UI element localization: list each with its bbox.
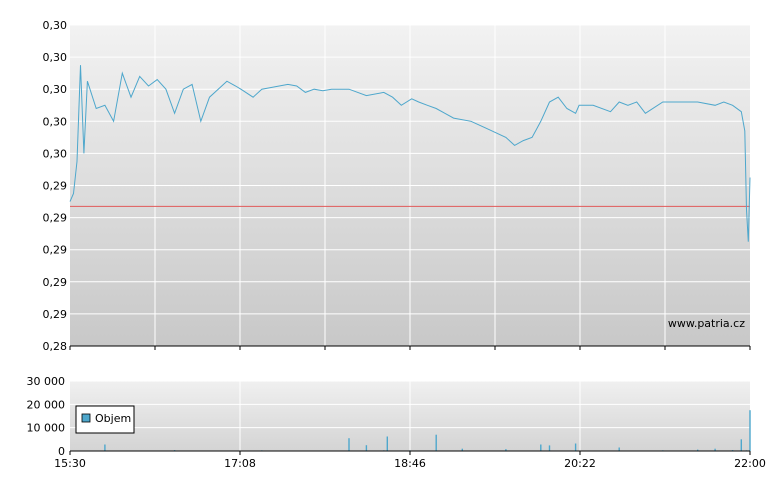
price-y-axis: 0,28 0,29 0,29 0,29 0,29 0,29 0,30 0,30 0,30 0,30… xyxy=(43,19,68,353)
x-tick-label: 17:08 xyxy=(224,457,256,470)
volume-y-tick-label: 30 000 xyxy=(27,375,66,388)
volume-chart: 0 10 000 20 000 30 000 15:30 17:08 18:46 20:22… xyxy=(27,375,766,470)
legend-swatch-objem xyxy=(81,413,91,423)
volume-y-tick-label: 20 000 xyxy=(27,398,66,411)
legend-label-objem: Objem xyxy=(95,412,131,425)
volume-bar xyxy=(618,447,620,451)
volume-bar xyxy=(540,444,542,451)
price-y-tick-label: 0,30 xyxy=(43,147,68,160)
price-y-tick-label: 0,29 xyxy=(43,212,68,225)
volume-y-tick-label: 10 000 xyxy=(27,422,66,435)
volume-y-tick-label: 0 xyxy=(58,445,65,458)
volume-bar xyxy=(749,410,751,451)
price-y-tick-label: 0,30 xyxy=(43,51,68,64)
price-y-tick-label: 0,29 xyxy=(43,276,68,289)
price-y-tick-label: 0,29 xyxy=(43,180,68,193)
volume-bar xyxy=(348,438,350,451)
price-y-tick-label: 0,30 xyxy=(43,83,68,96)
price-y-tick-label: 0,28 xyxy=(43,340,68,353)
x-tick-label: 22:00 xyxy=(734,457,766,470)
price-y-tick-label: 0,29 xyxy=(43,308,68,321)
watermark: www.patria.cz xyxy=(668,317,745,330)
volume-bar xyxy=(574,443,577,451)
volume-bar xyxy=(505,449,507,451)
price-x-ticks xyxy=(69,346,751,350)
price-y-tick-label: 0,29 xyxy=(43,244,68,257)
volume-bar xyxy=(435,434,437,451)
price-series-line xyxy=(69,65,751,242)
x-tick-label: 18:46 xyxy=(394,457,426,470)
legend: Objem xyxy=(75,405,135,434)
x-tick-label: 20:22 xyxy=(564,457,596,470)
volume-bar xyxy=(386,436,388,451)
price-chart: 0,28 0,29 0,29 0,29 0,29 0,29 0,30 0,30 0,30 0,30… xyxy=(43,19,751,353)
price-y-tick-label: 0,30 xyxy=(43,115,68,128)
price-y-tick-label: 0,30 xyxy=(43,19,68,32)
volume-bars xyxy=(86,410,751,451)
volume-bar xyxy=(548,445,551,451)
volume-bar xyxy=(740,439,742,451)
volume-x-axis-ticks: 15:30 17:08 18:46 20:22 22:00 xyxy=(54,451,766,470)
volume-grid xyxy=(70,380,750,451)
volume-bar xyxy=(365,445,368,451)
volume-bar xyxy=(714,448,716,451)
volume-bar xyxy=(104,444,106,451)
volume-y-axis: 0 10 000 20 000 30 000 xyxy=(27,375,66,458)
volume-bar xyxy=(461,448,463,451)
volume-bar xyxy=(697,449,699,451)
x-tick-label: 15:30 xyxy=(54,457,86,470)
